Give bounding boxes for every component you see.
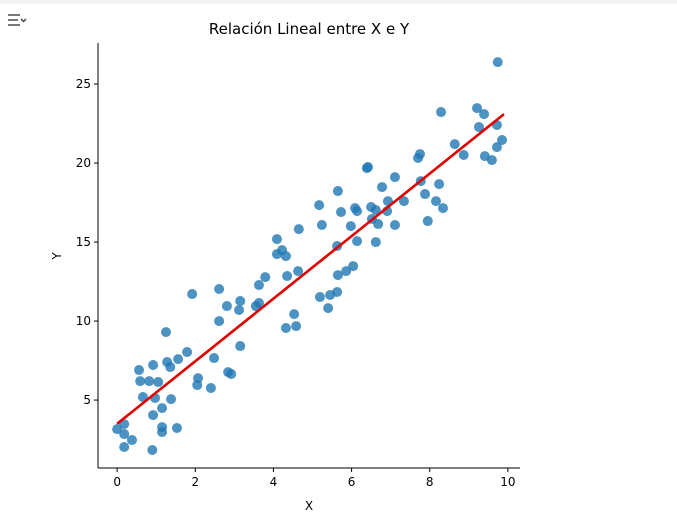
data-point bbox=[293, 266, 304, 277]
data-point bbox=[316, 220, 327, 231]
data-point bbox=[157, 403, 168, 414]
data-point bbox=[135, 376, 146, 387]
data-point bbox=[479, 109, 490, 120]
data-point bbox=[134, 365, 145, 376]
y-tick-label: 15 bbox=[76, 235, 91, 249]
data-point bbox=[370, 204, 381, 215]
data-point bbox=[153, 377, 164, 388]
data-point bbox=[193, 373, 204, 384]
data-point bbox=[332, 270, 343, 281]
data-point bbox=[253, 298, 264, 309]
data-point bbox=[280, 251, 291, 262]
data-point bbox=[271, 234, 282, 245]
data-point bbox=[182, 347, 193, 358]
data-point bbox=[458, 150, 469, 161]
data-point bbox=[119, 441, 130, 452]
data-point bbox=[112, 424, 123, 435]
regression-line bbox=[116, 113, 505, 425]
data-point bbox=[280, 323, 291, 334]
points-layer bbox=[112, 57, 508, 455]
data-point bbox=[370, 237, 381, 248]
data-point bbox=[291, 321, 302, 332]
data-point bbox=[332, 286, 343, 297]
x-tick-label: 2 bbox=[191, 475, 199, 489]
data-point bbox=[147, 444, 158, 455]
data-point bbox=[148, 359, 159, 370]
data-point bbox=[472, 103, 483, 114]
data-point bbox=[491, 142, 502, 153]
data-point bbox=[171, 423, 182, 434]
data-point bbox=[235, 341, 246, 352]
data-point bbox=[160, 327, 171, 338]
x-tick-label: 4 bbox=[270, 475, 278, 489]
top-bar bbox=[0, 0, 677, 4]
data-point bbox=[234, 305, 245, 316]
data-point bbox=[214, 316, 225, 327]
data-point bbox=[438, 203, 449, 214]
data-point bbox=[221, 301, 232, 312]
data-point bbox=[341, 266, 352, 277]
data-point bbox=[352, 206, 363, 217]
data-point bbox=[289, 309, 300, 320]
data-point bbox=[352, 236, 363, 247]
data-point bbox=[436, 107, 447, 118]
data-point bbox=[126, 435, 137, 446]
data-point bbox=[209, 353, 220, 364]
data-point bbox=[235, 296, 246, 307]
data-point bbox=[253, 280, 264, 291]
x-tick-label: 8 bbox=[426, 475, 434, 489]
data-point bbox=[336, 207, 347, 218]
data-point bbox=[166, 394, 177, 405]
data-point bbox=[389, 220, 400, 231]
chart-title: Relación Lineal entre X e Y bbox=[209, 20, 410, 38]
data-point bbox=[214, 283, 225, 294]
data-point bbox=[434, 179, 445, 190]
data-point bbox=[314, 292, 325, 303]
data-point bbox=[430, 196, 441, 207]
y-tick-label: 25 bbox=[76, 77, 91, 91]
x-tick-label: 10 bbox=[500, 475, 515, 489]
data-point bbox=[449, 139, 460, 150]
data-point bbox=[348, 261, 359, 272]
data-point bbox=[173, 354, 184, 365]
y-tick-label: 10 bbox=[76, 314, 91, 328]
data-point bbox=[473, 122, 484, 133]
data-point bbox=[260, 272, 271, 283]
data-point bbox=[377, 182, 388, 193]
data-point bbox=[363, 162, 374, 173]
y-tick-label: 20 bbox=[76, 156, 91, 170]
data-point bbox=[314, 200, 325, 211]
x-tick-label: 6 bbox=[348, 475, 356, 489]
data-point bbox=[497, 135, 508, 146]
data-point bbox=[486, 155, 497, 166]
y-axis-label: Y bbox=[50, 252, 64, 261]
data-point bbox=[187, 289, 198, 300]
data-point bbox=[119, 429, 130, 440]
data-point bbox=[345, 221, 356, 232]
data-point bbox=[165, 362, 176, 373]
x-tick-label: 0 bbox=[113, 475, 121, 489]
data-point bbox=[398, 196, 409, 207]
data-point bbox=[422, 216, 433, 227]
output-options-icon[interactable] bbox=[6, 10, 28, 32]
data-point bbox=[157, 427, 168, 438]
data-point bbox=[323, 303, 334, 314]
data-point bbox=[226, 368, 237, 379]
y-tick-label: 5 bbox=[83, 393, 91, 407]
data-point bbox=[293, 224, 304, 235]
data-point bbox=[373, 219, 384, 230]
data-point bbox=[282, 271, 293, 282]
data-point bbox=[389, 172, 400, 183]
data-point bbox=[414, 149, 425, 160]
data-point bbox=[332, 186, 343, 197]
data-point bbox=[144, 376, 155, 387]
data-point bbox=[148, 410, 159, 421]
axes: 0 2 4 6 8 10 5 10 15 20 25 bbox=[76, 43, 520, 489]
x-axis-label: X bbox=[305, 499, 313, 513]
data-point bbox=[420, 189, 431, 200]
data-point bbox=[205, 383, 216, 394]
data-point bbox=[492, 57, 503, 68]
